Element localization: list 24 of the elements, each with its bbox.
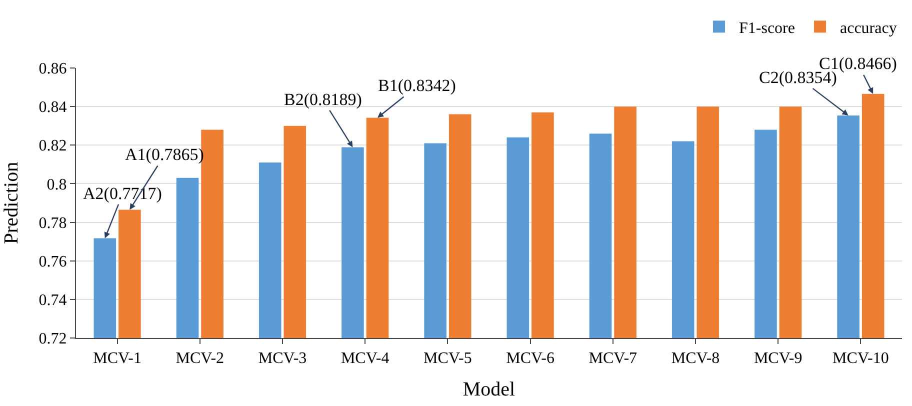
y-tick-label: 0.8: [46, 176, 67, 194]
y-tick-label: 0.82: [38, 138, 67, 155]
x-tick-label: MCV-6: [506, 350, 554, 368]
x-tick-label: MCV-4: [340, 350, 390, 368]
x-tick-label: MCV-1: [93, 350, 142, 368]
legend-label: accuracy: [840, 20, 897, 37]
y-tick-label: 0.86: [38, 60, 67, 78]
x-tick-label: MCV-9: [754, 350, 802, 368]
x-tick-label: MCV-2: [176, 350, 224, 368]
annotation: B2(0.8189): [284, 90, 362, 109]
x-axis-title: Model: [462, 378, 516, 401]
legend-label: F1-score: [739, 20, 795, 37]
annotation: B1(0.8342): [378, 76, 456, 95]
x-tick-label: MCV-8: [671, 350, 720, 368]
x-tick-label: MCV-7: [588, 350, 638, 368]
x-tick-label: MCV-5: [424, 350, 472, 368]
y-tick-label: 0.74: [38, 292, 67, 310]
x-tick-label: MCV-3: [258, 350, 307, 368]
y-tick-label: 0.84: [38, 99, 67, 116]
y-tick-label: 0.76: [38, 253, 67, 270]
y-tick-label: 0.78: [38, 214, 67, 232]
x-tick-label: MCV-10: [832, 350, 889, 368]
y-tick-label: 0.72: [38, 330, 67, 348]
y-axis-title: Prediction: [0, 162, 22, 244]
